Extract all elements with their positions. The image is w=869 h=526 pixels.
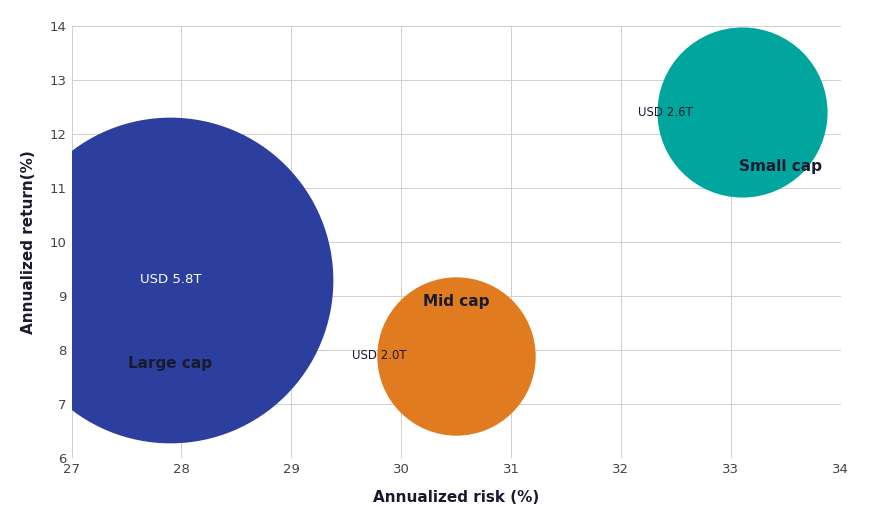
Y-axis label: Annualized return(%): Annualized return(%) (21, 150, 36, 334)
Point (163, 276, 177, 284)
Point (448, 351, 462, 360)
Text: Large cap: Large cap (129, 356, 212, 371)
Text: Mid cap: Mid cap (422, 294, 489, 309)
Text: USD 5.8T: USD 5.8T (140, 274, 201, 287)
Text: USD 2.6T: USD 2.6T (637, 106, 692, 119)
Point (734, 108, 748, 117)
X-axis label: Annualized risk (%): Annualized risk (%) (373, 490, 539, 505)
Text: USD 2.0T: USD 2.0T (352, 349, 406, 362)
Text: Small cap: Small cap (738, 159, 821, 174)
